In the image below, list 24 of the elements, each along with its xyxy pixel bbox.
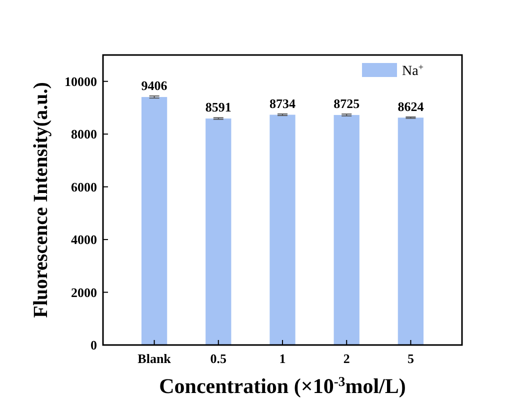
x-tick-label: Blank <box>138 351 172 366</box>
bar <box>398 118 424 345</box>
x-tick-label: 2 <box>343 351 350 366</box>
bar <box>141 97 168 345</box>
bar <box>334 114 360 345</box>
bar <box>206 118 232 345</box>
y-axis-title: Fluorescence Intensity(a.u.) <box>30 82 52 318</box>
x-tick-label: 1 <box>279 351 286 366</box>
y-tick-label: 2000 <box>71 284 97 300</box>
y-tick-label: 4000 <box>71 232 97 248</box>
data-label: 8734 <box>270 96 296 111</box>
x-axis-title: Concentration (×10$^{-3}$mol/L) <box>159 374 406 398</box>
data-label: 8624 <box>398 98 424 114</box>
data-label: 9406 <box>141 78 168 93</box>
x-tick-label: 0.5 <box>210 351 228 366</box>
y-tick-label: 10000 <box>64 74 97 89</box>
legend-label: Na$^{+}$ <box>402 62 424 79</box>
x-tick-label: 5 <box>407 351 414 366</box>
y-tick-label: 0 <box>90 338 97 353</box>
y-tick-label: 8000 <box>71 126 97 142</box>
data-label: 8591 <box>205 100 232 115</box>
y-tick-label: 6000 <box>71 179 97 194</box>
data-label: 8725 <box>334 96 360 112</box>
bar <box>270 114 296 345</box>
